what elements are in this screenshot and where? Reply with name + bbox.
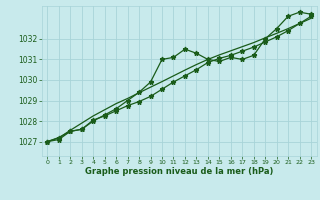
X-axis label: Graphe pression niveau de la mer (hPa): Graphe pression niveau de la mer (hPa): [85, 167, 273, 176]
